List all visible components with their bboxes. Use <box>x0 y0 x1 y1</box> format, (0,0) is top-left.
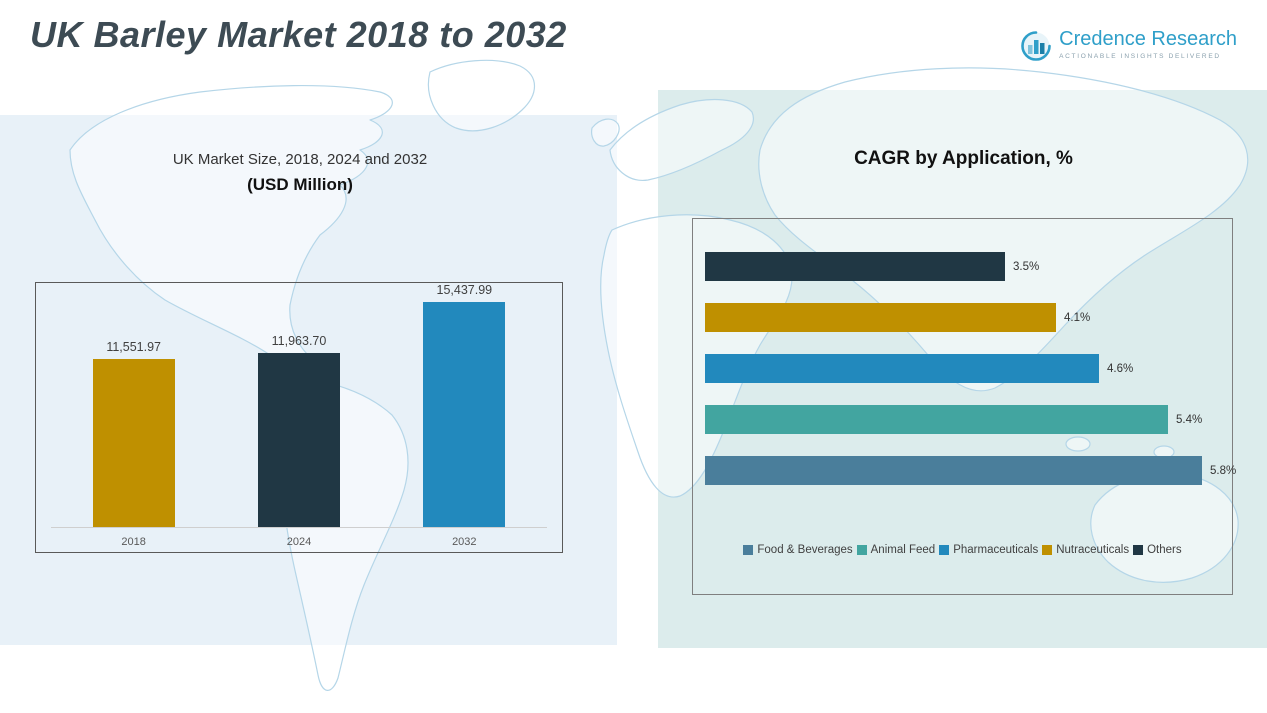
cagr-value-label: 5.4% <box>1176 413 1203 426</box>
legend-swatch <box>939 545 950 555</box>
cagr-value-label: 5.8% <box>1210 464 1237 477</box>
cagr-row-others: 3.5% <box>705 241 1224 292</box>
bar-value-label: 11,551.97 <box>106 340 161 354</box>
x-axis-label-2018: 2018 <box>121 536 146 548</box>
cagr-chart-title: CAGR by Application, % <box>854 148 1073 169</box>
cagr-plot-area: 3.5% 4.1% 4.6% 5.4% 5.8% <box>705 241 1236 496</box>
bar-column-2032: 15,437.99 <box>422 283 506 527</box>
bar-column-2018: 11,551.97 <box>92 340 176 527</box>
legend-label: Nutraceuticals <box>1056 544 1130 556</box>
cagr-value-label: 3.5% <box>1013 260 1040 273</box>
logo-name: Credence Research <box>1059 28 1237 50</box>
legend-swatch <box>743 545 754 555</box>
cagr-bar-others <box>705 252 1005 281</box>
market-size-plot-area: 11,551.97 11,963.70 15,437.99 <box>51 283 547 528</box>
legend-swatch <box>1042 545 1053 555</box>
market-size-bar-2032 <box>423 302 506 527</box>
legend-item-animal-feed: Animal Feed <box>856 544 936 556</box>
market-size-chart: 11,551.97 11,963.70 15,437.99 2018 2024 2032 <box>35 282 563 553</box>
market-size-x-axis: 2018 2024 2032 <box>51 536 547 548</box>
cagr-row-nutraceuticals: 4.1% <box>705 292 1224 343</box>
logo-tagline: Actionable Insights Delivered <box>1059 53 1221 60</box>
legend-swatch <box>1133 545 1144 555</box>
cagr-chart: 3.5% 4.1% 4.6% 5.4% 5.8% Food & Beverages Ani… <box>692 218 1236 595</box>
logo-bar-chart-icon <box>1021 31 1051 61</box>
cagr-bar-animal-feed <box>705 405 1168 434</box>
cagr-legend: Food & Beverages Animal Feed Pharmaceutica… <box>693 544 1232 556</box>
market-size-bar-2024 <box>257 353 340 527</box>
legend-label: Food & Beverages <box>757 544 853 556</box>
cagr-value-label: 4.6% <box>1107 362 1134 375</box>
market-size-bar-2018 <box>92 359 175 527</box>
credence-research-logo: Credence Research Actionable Insights De… <box>1020 28 1237 62</box>
bar-value-label: 11,963.70 <box>271 334 327 348</box>
legend-item-food-beverages: Food & Beverages <box>743 544 853 556</box>
cagr-row-food-beverages: 5.8% <box>705 445 1236 496</box>
legend-item-pharmaceuticals: Pharmaceuticals <box>939 544 1038 556</box>
legend-label: Animal Feed <box>870 544 936 556</box>
cagr-bar-nutraceuticals <box>705 303 1056 332</box>
market-size-chart-title: UK Market Size, 2018, 2024 and 2032 <box>172 151 428 168</box>
x-axis-label-2024: 2024 <box>286 536 312 548</box>
cagr-row-animal-feed: 5.4% <box>705 394 1224 445</box>
page-title: UK Barley Market 2018 to 2032 <box>30 14 567 55</box>
cagr-bar-food-beverages <box>705 456 1202 485</box>
legend-item-nutraceuticals: Nutraceuticals <box>1042 544 1129 556</box>
bar-column-2024: 11,963.70 <box>257 334 341 527</box>
legend-label: Others <box>1147 544 1182 556</box>
x-axis-label-2032: 2032 <box>452 536 477 548</box>
market-size-chart-subtitle: (USD Million) <box>247 175 353 194</box>
legend-label: Pharmaceuticals <box>953 544 1039 556</box>
cagr-row-pharmaceuticals: 4.6% <box>705 343 1224 394</box>
legend-item-others: Others <box>1133 544 1182 556</box>
legend-swatch <box>856 545 867 555</box>
logo-texts: Credence Research Actionable Insights De… <box>1059 28 1237 60</box>
cagr-value-label: 4.1% <box>1064 311 1091 324</box>
cagr-bar-pharmaceuticals <box>705 354 1099 383</box>
bar-value-label: 15,437.99 <box>436 283 493 297</box>
